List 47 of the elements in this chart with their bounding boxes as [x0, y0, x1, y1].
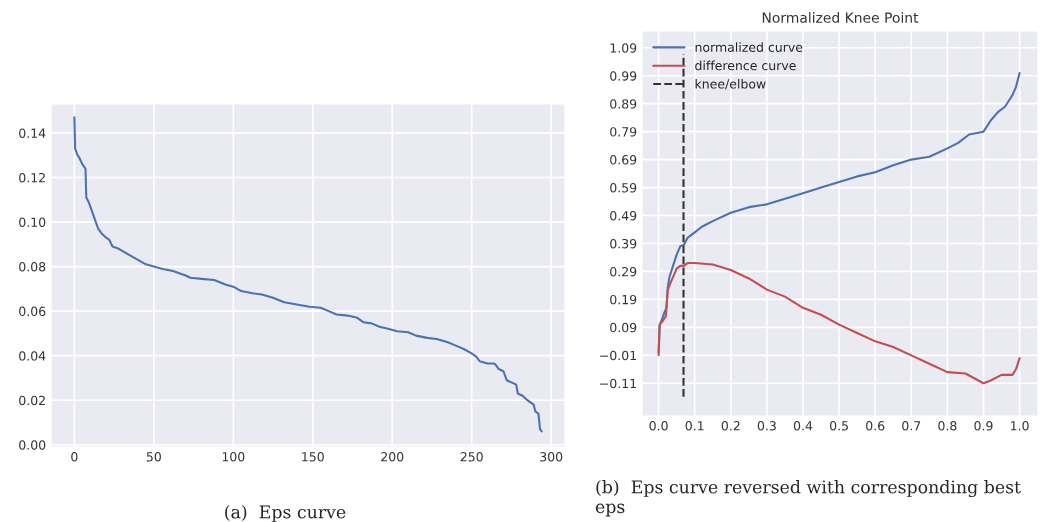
x-tick-label: 0.2	[721, 421, 740, 431]
x-tick-label: 0.7	[902, 421, 921, 431]
y-tick-label: 0.29	[610, 266, 637, 277]
y-tick-label: 0.08	[19, 262, 46, 272]
ref-line-label: knee/elbow	[695, 78, 766, 90]
x-tick-label: 0.6	[866, 421, 885, 431]
text: (b) Eps curve reversed with corresponding best eps	[595, 480, 1021, 517]
x-tick-label: 150	[302, 452, 324, 462]
x-tick-label: 0.0	[649, 421, 668, 431]
line-series	[73, 116, 543, 433]
x-tick-label: 0	[71, 452, 78, 462]
y-tick-label: 0.99	[610, 71, 637, 81]
x-tick-label: 0.4	[793, 421, 813, 431]
y-tick-label: 0.09	[610, 322, 637, 333]
x-tick-label: 0.5	[829, 421, 848, 431]
x-tick-label: 100	[222, 452, 245, 462]
legend-label: normalized curve	[695, 42, 803, 52]
y-tick-label: 0.79	[610, 127, 637, 137]
text: (a) Eps curve	[225, 505, 346, 522]
y-tick-label: 0.04	[19, 351, 46, 361]
y-tick-label: 0.02	[19, 395, 45, 406]
y-tick-label: 0.14	[19, 128, 46, 138]
x-tick-label: 0.1	[685, 421, 704, 431]
y-tick-label: −0.01	[600, 350, 636, 361]
y-tick-label: 0.49	[610, 211, 637, 221]
x-tick-label: 250	[460, 452, 483, 462]
x-tick-label: 200	[381, 452, 404, 462]
y-tick-label: −0.11	[600, 378, 636, 389]
y-tick-label: 0.39	[610, 238, 637, 249]
y-tick-label: 0.12	[19, 172, 45, 183]
x-tick-label: 300	[540, 452, 563, 462]
y-tick-label: 0.89	[610, 99, 637, 109]
legend-label: difference curve	[695, 60, 796, 71]
x-tick-label: 0.3	[757, 421, 776, 431]
x-tick-label: 50	[146, 452, 161, 462]
x-tick-label: 0.8	[938, 421, 957, 431]
x-tick-label: 1.0	[1011, 421, 1029, 431]
chart-title: Normalized Knee Point	[762, 12, 919, 23]
y-tick-label: 1.09	[610, 43, 637, 53]
x-tick-label: 0.9	[974, 421, 993, 431]
y-tick-label: 0.69	[610, 155, 637, 165]
y-tick-label: 0.06	[19, 306, 46, 317]
line-series	[657, 262, 1021, 385]
y-tick-label: 0.19	[610, 294, 637, 305]
y-tick-label: 0.10	[19, 217, 46, 227]
y-tick-label: 0.00	[19, 440, 46, 450]
y-tick-label: 0.59	[610, 183, 637, 193]
